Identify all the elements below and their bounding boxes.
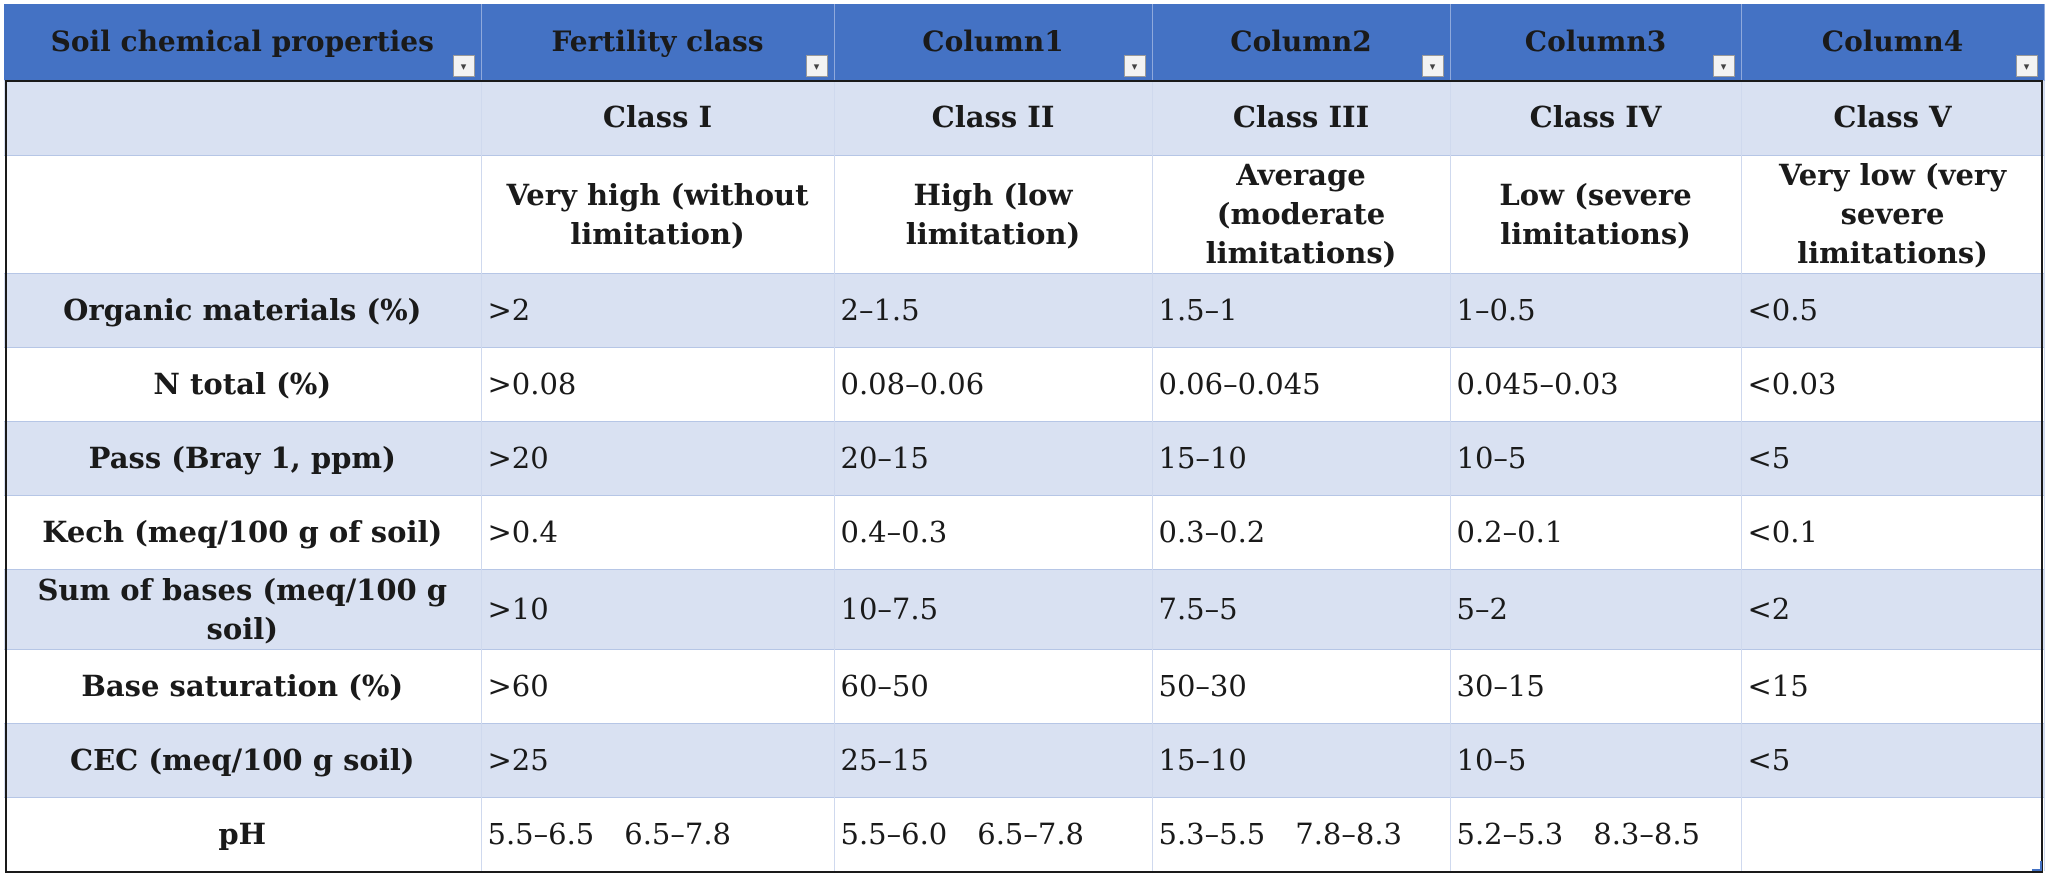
filter-dropdown-icon[interactable]: ▾ [1123,55,1146,77]
filter-dropdown-icon[interactable]: ▾ [805,55,828,77]
table-cell[interactable]: >60 [481,649,835,724]
table-cell[interactable]: 2–1.5 [834,273,1153,348]
table-cell[interactable]: >25 [481,723,835,798]
cell-class-i[interactable]: Class I [481,80,835,156]
cell-class-iv[interactable]: Class IV [1450,80,1742,156]
ph-high-range: 7.8–8.3 [1295,817,1402,852]
table-cell[interactable]: 0.4–0.3 [834,495,1153,570]
table-cell[interactable]: 30–15 [1450,649,1742,724]
table-cell[interactable]: 50–30 [1152,649,1451,724]
filter-dropdown-icon[interactable]: ▾ [1712,55,1735,77]
row-label[interactable]: Pass (Bray 1, ppm) [4,421,482,496]
header-row: Soil chemical properties ▾ Fertility clas… [4,4,2045,81]
table-cell[interactable]: 7.5–5 [1152,569,1451,650]
row-label[interactable]: Organic materials (%) [4,273,482,348]
cell[interactable] [4,154,482,274]
header-column4[interactable]: Column4 ▾ [1741,4,2045,81]
table-cell[interactable]: 5–2 [1450,569,1742,650]
row-label[interactable]: Kech (meq/100 g of soil) [4,495,482,570]
table-row: CEC (meq/100 g soil) >25 25–15 15–10 10–… [4,723,2045,798]
table-resize-handle[interactable] [2032,861,2042,871]
header-column2[interactable]: Column2 ▾ [1152,4,1451,81]
table-cell[interactable]: <2 [1741,569,2045,650]
table-cell[interactable]: 0.08–0.06 [834,347,1153,422]
table-cell[interactable]: 1–0.5 [1450,273,1742,348]
filter-dropdown-icon[interactable]: ▾ [1421,55,1444,77]
table-cell[interactable]: 5.2–5.3 8.3–8.5 [1450,797,1742,872]
table-cell[interactable]: 5.5–6.0 6.5–7.8 [834,797,1153,872]
table-cell[interactable]: 0.045–0.03 [1450,347,1742,422]
table-cell[interactable]: >0.08 [481,347,835,422]
header-column3[interactable]: Column3 ▾ [1450,4,1742,81]
soil-fertility-table: Soil chemical properties ▾ Fertility clas… [4,4,2045,872]
table-cell[interactable]: 20–15 [834,421,1153,496]
header-soil-chemical-properties[interactable]: Soil chemical properties ▾ [4,4,482,81]
ph-high-range: 6.5–7.8 [977,817,1084,852]
table-cell[interactable]: <0.03 [1741,347,2045,422]
ph-low-range: 5.2–5.3 [1456,817,1564,852]
table-cell[interactable]: <5 [1741,421,2045,496]
ph-high-range: 8.3–8.5 [1593,817,1700,852]
row-label[interactable]: pH [4,797,482,872]
table-cell[interactable]: 0.06–0.045 [1152,347,1451,422]
table-row: Organic materials (%) >2 2–1.5 1.5–1 1–0… [4,273,2045,348]
table-row: Base saturation (%) >60 60–50 50–30 30–1… [4,649,2045,724]
table-cell[interactable]: 15–10 [1152,723,1451,798]
table-cell[interactable]: 10–5 [1450,421,1742,496]
table-cell[interactable]: >20 [481,421,835,496]
table-cell[interactable]: 60–50 [834,649,1153,724]
class-row: Class I Class II Class III Class IV Clas… [4,80,2045,156]
table-cell[interactable]: 10–7.5 [834,569,1153,650]
table-cell[interactable]: <0.5 [1741,273,2045,348]
table-cell[interactable]: 15–10 [1152,421,1451,496]
cell-desc-class-i[interactable]: Very high (without limitation) [481,154,835,274]
table-cell[interactable]: <0.1 [1741,495,2045,570]
row-label[interactable]: CEC (meq/100 g soil) [4,723,482,798]
cell-desc-class-iii[interactable]: Average (moderate limitations) [1152,154,1451,274]
cell-class-v[interactable]: Class V [1741,80,2045,156]
filter-dropdown-icon[interactable]: ▾ [2015,55,2038,77]
row-label[interactable]: Sum of bases (meq/100 g soil) [4,569,482,650]
cell-class-iii[interactable]: Class III [1152,80,1451,156]
table-cell[interactable]: >0.4 [481,495,835,570]
cell[interactable] [4,80,482,156]
ph-low-range: 5.3–5.5 [1158,817,1266,852]
table-cell[interactable]: 0.3–0.2 [1152,495,1451,570]
row-label[interactable]: Base saturation (%) [4,649,482,724]
ph-low-range: 5.5–6.0 [840,817,948,852]
table-row: Pass (Bray 1, ppm) >20 20–15 15–10 10–5 … [4,421,2045,496]
table-row-ph: pH 5.5–6.5 6.5–7.8 5.5–6.0 6.5–7.8 5.3–5.5… [4,797,2045,872]
table-cell[interactable]: >2 [481,273,835,348]
table-cell[interactable]: 1.5–1 [1152,273,1451,348]
table-cell[interactable]: 5.5–6.5 6.5–7.8 [481,797,835,872]
row-label[interactable]: N total (%) [4,347,482,422]
cell-desc-class-v[interactable]: Very low (very severe limitations) [1741,154,2045,274]
table-row: Sum of bases (meq/100 g soil) >10 10–7.5… [4,569,2045,650]
ph-low-range: 5.5–6.5 [487,817,595,852]
table-cell[interactable]: <5 [1741,723,2045,798]
table-cell[interactable]: >10 [481,569,835,650]
table-cell[interactable]: <15 [1741,649,2045,724]
header-fertility-class[interactable]: Fertility class ▾ [481,4,835,81]
cell-desc-class-iv[interactable]: Low (severe limitations) [1450,154,1742,274]
table-row: Kech (meq/100 g of soil) >0.4 0.4–0.3 0.… [4,495,2045,570]
table-cell[interactable]: 5.3–5.5 7.8–8.3 [1152,797,1451,872]
description-row: Very high (without limitation) High (low… [4,154,2045,274]
table-cell[interactable]: 25–15 [834,723,1153,798]
ph-high-range: 6.5–7.8 [624,817,731,852]
cell-class-ii[interactable]: Class II [834,80,1153,156]
table-cell[interactable]: 0.2–0.1 [1450,495,1742,570]
cell-desc-class-ii[interactable]: High (low limitation) [834,154,1153,274]
table-cell[interactable]: 10–5 [1450,723,1742,798]
table-cell[interactable] [1741,797,2045,872]
header-column1[interactable]: Column1 ▾ [834,4,1153,81]
filter-dropdown-icon[interactable]: ▾ [452,55,475,77]
table-row: N total (%) >0.08 0.08–0.06 0.06–0.045 0… [4,347,2045,422]
